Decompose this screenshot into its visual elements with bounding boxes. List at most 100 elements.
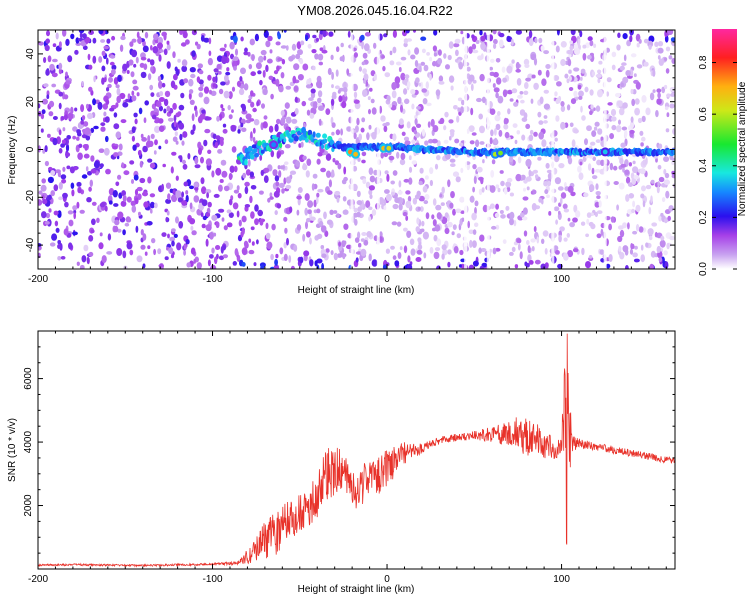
spectrogram-noise-cell [473,176,477,184]
spectrogram-noise-cell [232,56,239,62]
spectrogram-noise-cell [443,53,447,59]
spectrogram-noise-cell [91,218,96,226]
spectrogram-noise-cell [258,55,264,63]
spectrogram-noise-cell [200,156,204,164]
spectrogram-noise-cell [48,166,53,171]
spectrogram-noise-cell [353,132,357,140]
spectrogram-noise-cell [632,89,637,95]
spectrogram-noise-cell [88,186,92,192]
spectrogram-noise-cell [448,75,455,83]
spectrogram-noise-cell [131,90,135,96]
spectrogram-noise-cell [435,204,442,211]
spectrogram-noise-cell [579,161,583,166]
spectrogram-noise-cell [578,172,584,180]
spectrogram-noise-cell [338,95,343,103]
spectrogram-noise-cell [198,92,204,98]
spectrogram-noise-cell [574,47,581,56]
spectrogram-noise-cell [658,58,664,66]
spectrogram-noise-cell [499,170,504,174]
spectrogram-noise-cell [495,92,499,99]
spectrogram-noise-cell [50,190,55,197]
snr-frame [37,330,676,570]
spectrogram-noise-cell [336,213,340,218]
spectrogram-noise-cell [627,222,630,230]
spectrogram-noise-cell [58,62,63,70]
spectrogram-noise-cell [342,196,347,202]
spectrogram-noise-cell [579,30,583,38]
spectrogram-noise-cell [467,220,471,229]
spectrogram-noise-cell [170,80,176,89]
spectrogram-noise-cell [597,89,603,98]
spectrogram-noise-cell [447,249,452,255]
spectrogram-noise-cell [164,256,169,261]
spectrogram-noise-cell [88,64,93,70]
spectrogram-noise-cell [247,51,251,57]
spectrogram-noise-cell [109,107,115,112]
spectrogram-noise-cell [649,263,654,269]
spectrogram-noise-cell [115,102,119,108]
spectrogram-noise-cell [525,77,531,82]
spectrogram-noise-cell [519,251,523,260]
spectrogram-noise-cell [44,160,50,167]
spectrogram-noise-cell [455,49,459,56]
spectrogram-noise-cell [480,53,484,60]
spectrogram-noise-cell [493,71,499,78]
spectrogram-noise-cell [568,53,572,58]
spectrogram-noise-cell [130,200,136,207]
spectrogram-noise-cell [470,107,474,116]
spectrogram-noise-cell [321,49,328,54]
spectrogram-noise-cell [528,169,532,177]
spectrogram-noise-cell [597,78,601,84]
spectrogram-noise-cell [481,187,485,193]
spectrogram-noise-cell [530,98,534,104]
spectrogram-noise-cell [296,41,302,50]
spectrogram-noise-cell [198,86,204,92]
spectrogram-noise-cell [640,244,644,251]
spectrogram-noise-cell [182,31,188,39]
spectrogram-noise-cell [116,248,123,256]
spectrogram-noise-cell [600,159,605,166]
spectrogram-noise-cell [418,180,423,186]
spectrogram-noise-cell [136,255,143,263]
spectrogram-noise-cell [618,245,622,252]
spectrogram-noise-cell [515,173,522,182]
spectrogram-noise-cell [330,116,334,125]
spectrogram-noise-cell [157,75,162,82]
spectrogram-noise-cell [230,125,237,132]
spectrogram-noise-cell [414,114,418,120]
spectrogram-noise-cell [595,139,601,144]
spectrogram-noise-cell [478,247,482,254]
colorbar-tick-label: 0.8 [698,55,709,69]
spectrogram-noise-cell [304,193,310,201]
spectrogram-noise-cell [459,196,465,203]
spectrogram-noise-cell [218,255,225,261]
spectrogram-noise-cell [440,202,445,207]
spectrogram-noise-cell [306,217,311,223]
ridge-cell [290,130,296,135]
spectrogram-noise-cell [74,49,79,55]
spectrogram-noise-cell [643,38,649,44]
spectrogram-noise-cell [363,239,369,246]
spectrogram-noise-cell [433,52,437,57]
spectrogram-noise-cell [149,84,154,91]
spectrogram-noise-cell [649,235,653,241]
spectrogram-noise-cell [147,58,151,63]
spectrogram-noise-cell [548,211,552,216]
spectrogram-noise-cell [278,182,285,189]
spectrogram-noise-cell [441,253,445,260]
spectrogram-noise-cell [474,200,479,207]
spectrogram-noise-cell [329,209,334,215]
spectrogram-noise-cell [342,253,346,260]
spectrogram-noise-cell [392,170,398,176]
spectrogram-noise-cell [62,166,66,172]
spectrogram-noise-cell [358,242,362,248]
spectrogram-noise-cell [618,119,621,125]
spectrogram-noise-cell [176,242,182,251]
x-tick-label: 0 [384,274,390,285]
spectrogram-noise-cell [237,129,241,134]
spectrogram-noise-cell [181,65,188,73]
spectrogram-noise-cell [297,198,301,206]
spectrogram-noise-cell [434,163,439,170]
spectrogram-noise-cell [630,88,634,95]
spectrogram-noise-cell [70,106,74,114]
